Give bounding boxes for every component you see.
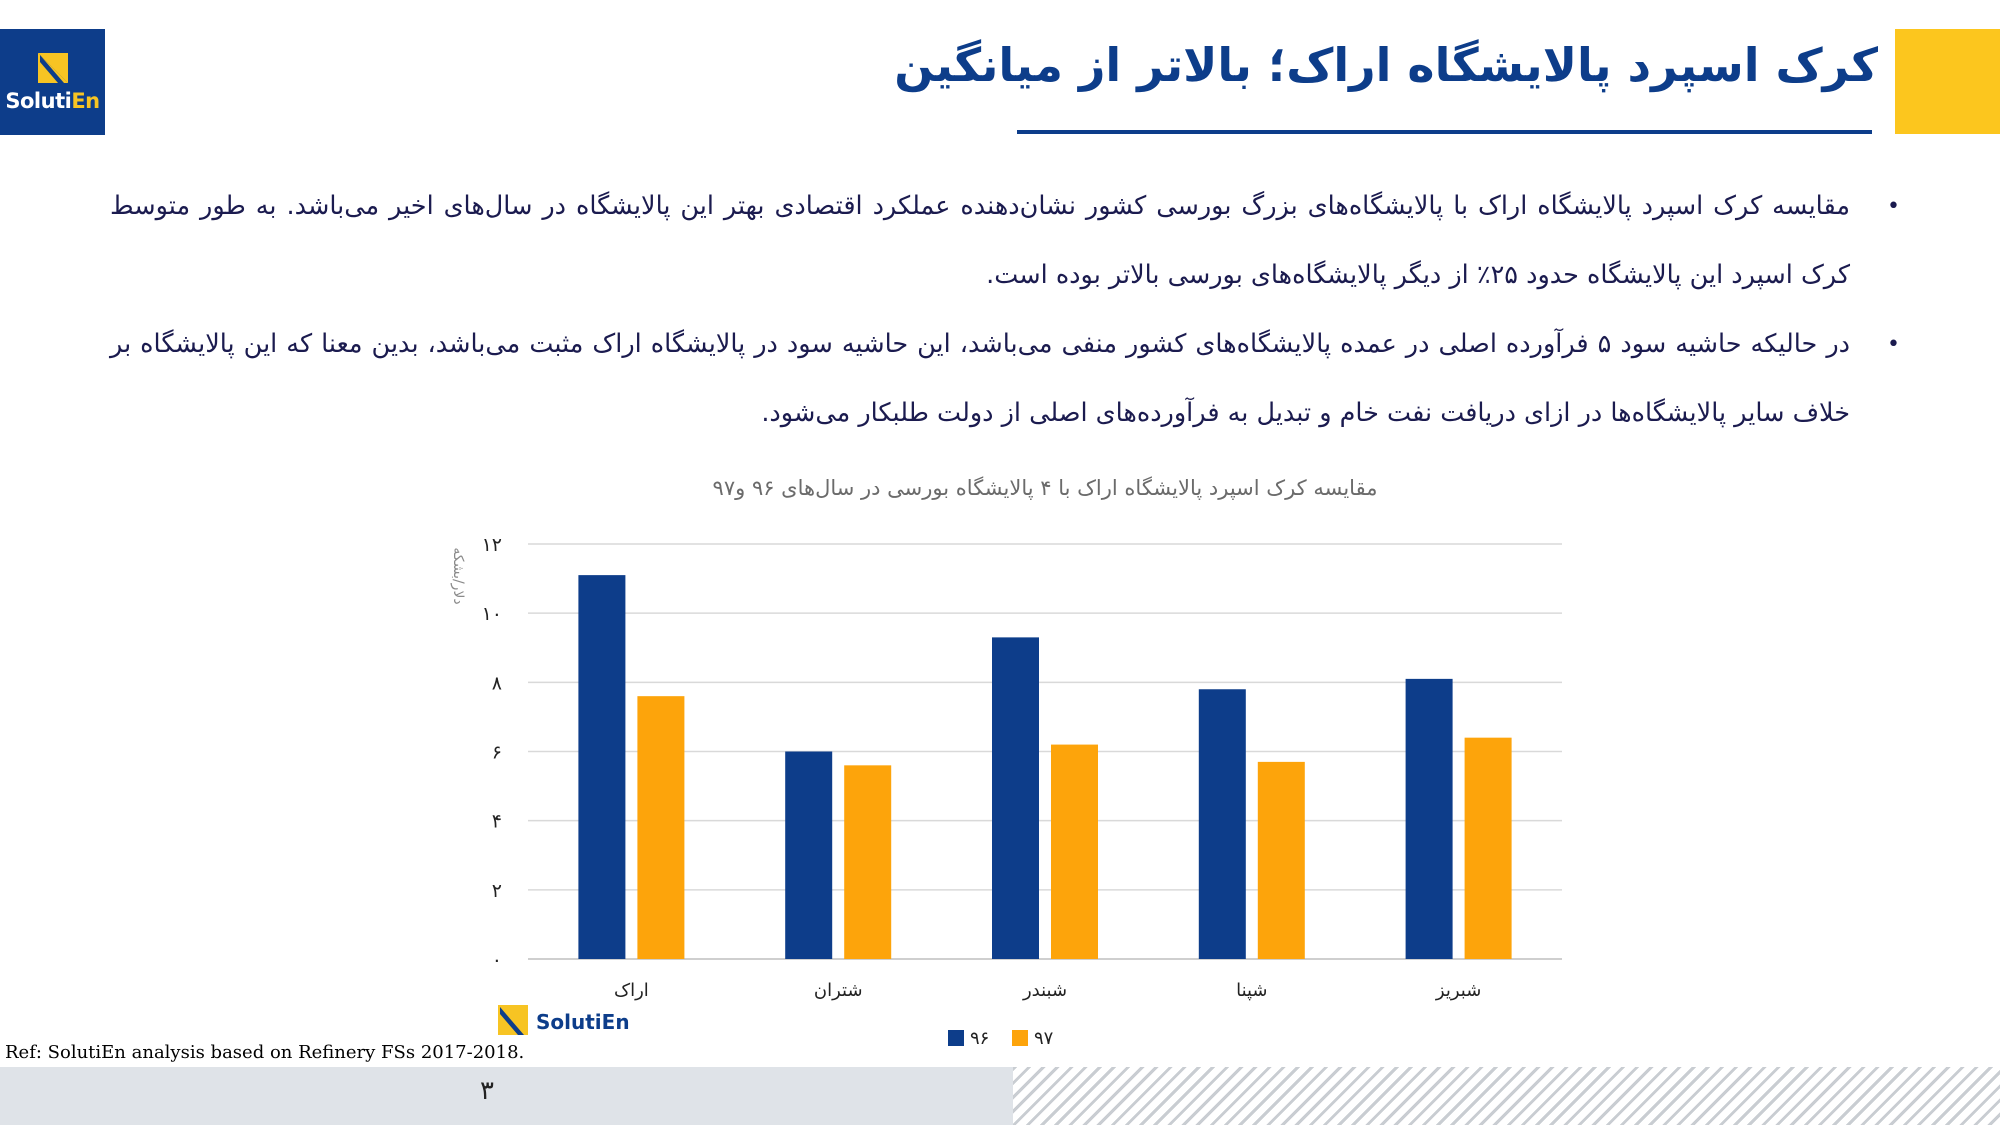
watermark-logo-text: SolutiEn <box>536 1010 630 1034</box>
footer-band <box>0 1067 1013 1125</box>
bar-۹۶ <box>1405 678 1453 959</box>
x-tick-label: شتران <box>814 980 863 1001</box>
bar-۹۶ <box>785 751 833 959</box>
y-tick-label: ۱۰ <box>482 603 502 625</box>
y-tick-label: ۴ <box>492 811 502 833</box>
page-number: ۳ <box>480 1076 494 1106</box>
legend-label: ۹۶ <box>970 1028 989 1049</box>
bullet-dot-icon: • <box>1887 332 1900 357</box>
legend-swatch <box>1012 1030 1028 1046</box>
logo-mark-icon <box>38 53 68 83</box>
bullet-dot-icon: • <box>1887 194 1900 219</box>
bar-۹۷ <box>1051 744 1098 959</box>
y-axis-label: دلار/بشکه <box>450 547 466 604</box>
x-tick-label: اراک <box>614 980 649 1001</box>
bar-۹۶ <box>1198 689 1246 959</box>
reference-note: Ref: SolutiEn analysis based on Refinery… <box>5 1042 525 1063</box>
legend-swatch <box>948 1030 964 1046</box>
y-tick-label: ۲ <box>492 880 502 902</box>
bar-۹۷ <box>637 696 685 959</box>
crack-spread-chart: مقایسه کرک اسپرد پالایشگاه اراک با ۴ پال… <box>420 462 1600 1062</box>
watermark-logo-icon <box>498 1005 528 1035</box>
bullet-list: • مقایسه کرک اسپرد پالایشگاه اراک با پال… <box>110 172 1900 448</box>
bar-۹۷ <box>1257 761 1305 959</box>
chart-svg: مقایسه کرک اسپرد پالایشگاه اراک با ۴ پال… <box>450 476 1562 1049</box>
bar-۹۶ <box>992 637 1039 959</box>
y-tick-label: ۰ <box>492 949 502 971</box>
bullet-item: • مقایسه کرک اسپرد پالایشگاه اراک با پال… <box>110 172 1900 310</box>
footer-hatch <box>1013 1067 2000 1125</box>
legend-label: ۹۷ <box>1034 1028 1054 1049</box>
title-underline <box>1017 130 1872 134</box>
bar-۹۶ <box>578 575 626 959</box>
watermark-logo-mark <box>500 1007 524 1035</box>
bullet-text: در حالیکه حاشیه سود ۵ فرآورده اصلی در عم… <box>110 329 1850 428</box>
y-tick-label: ۸ <box>492 672 502 694</box>
logo-text: SolutiEn <box>5 89 100 113</box>
x-tick-label: شپنا <box>1236 980 1267 1001</box>
y-tick-label: ۱۲ <box>482 534 502 556</box>
bullet-item: • در حالیکه حاشیه سود ۵ فرآورده اصلی در … <box>110 310 1900 448</box>
x-tick-label: شبندر <box>1022 980 1067 1001</box>
bar-۹۷ <box>1464 737 1512 959</box>
company-logo: SolutiEn <box>0 29 105 135</box>
chart-title: مقایسه کرک اسپرد پالایشگاه اراک با ۴ پال… <box>713 476 1378 500</box>
title-accent-block <box>1895 29 2000 134</box>
x-tick-label: شبریز <box>1435 980 1481 1001</box>
page-title: کرک اسپرد پالایشگاه اراک؛ بالاتر از میان… <box>894 38 1878 92</box>
bar-۹۷ <box>844 765 892 959</box>
y-tick-label: ۶ <box>492 742 502 764</box>
bullet-text: مقایسه کرک اسپرد پالایشگاه اراک با پالای… <box>110 191 1850 290</box>
